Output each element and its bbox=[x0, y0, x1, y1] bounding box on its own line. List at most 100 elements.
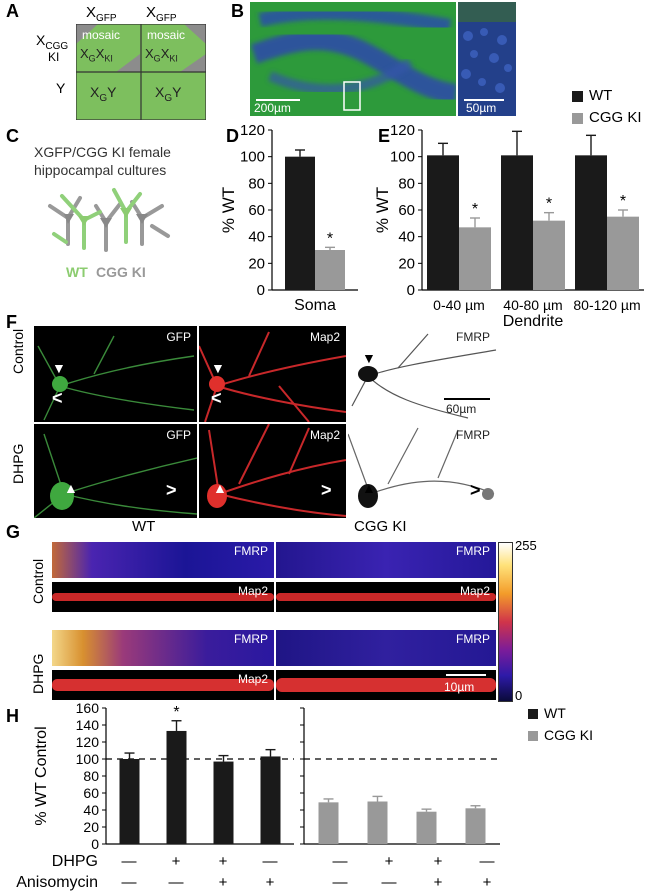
treatment-sign: + bbox=[266, 874, 275, 891]
scale-bar-200 bbox=[256, 99, 300, 101]
y-tick-label: 0 bbox=[257, 282, 265, 299]
bar bbox=[318, 802, 339, 844]
chevron-marker-icon: < bbox=[52, 388, 63, 408]
map2-dhpg-image bbox=[207, 424, 346, 517]
treatment-sign: — bbox=[333, 853, 348, 870]
neuron-drawing bbox=[48, 188, 170, 252]
culture-label-wt: WT bbox=[66, 264, 88, 280]
y-tick-label: 80 bbox=[248, 175, 265, 192]
label-fmrp: FMRP bbox=[456, 544, 490, 558]
scale-bar-60 bbox=[444, 398, 490, 400]
panel-label-b: B bbox=[231, 1, 244, 21]
chevron-marker-icon: > bbox=[166, 480, 177, 500]
y-tick-label: 0 bbox=[407, 282, 415, 299]
y-tick-label: 140 bbox=[76, 717, 100, 733]
panel-label-f: F bbox=[6, 312, 17, 332]
scale-bar-10 bbox=[446, 674, 486, 676]
col-header-1: XGFP bbox=[86, 4, 117, 24]
dendrite-chart: 0 20 40 60 80 100 120 % WT * * * 0-40 µm 40-80 µm 80-… bbox=[376, 122, 644, 330]
treatment-label: DHPG bbox=[52, 853, 98, 870]
scale-label-10: 10µm bbox=[444, 680, 475, 694]
row-label-control: Control bbox=[30, 558, 46, 604]
row-label-dhpg: DHPG bbox=[30, 653, 46, 694]
arrowhead-icon: ▼ bbox=[52, 360, 66, 376]
map2-dendrite bbox=[276, 678, 496, 692]
cell-xgy-1: XGY bbox=[90, 84, 117, 104]
legend-swatch-wt bbox=[572, 91, 583, 102]
bar bbox=[213, 761, 234, 844]
y-tick-label: 60 bbox=[83, 785, 99, 801]
x-tick-label: Soma bbox=[294, 297, 336, 314]
bar bbox=[427, 155, 459, 290]
micrograph-fmrp-dhpg: FMRP ▲ > bbox=[348, 424, 498, 518]
treatment-sign: + bbox=[385, 853, 394, 870]
culture-title-line2: hippocampal cultures bbox=[34, 162, 167, 178]
y-tick-label: 40 bbox=[83, 802, 99, 818]
label-fmrp: FMRP bbox=[456, 330, 490, 344]
map2-control-image bbox=[199, 331, 346, 422]
treatment-sign: — bbox=[122, 874, 137, 891]
y-tick-label: 60 bbox=[248, 202, 265, 219]
hippocampus-zoom: 50µm bbox=[458, 2, 516, 116]
map2-dendrite bbox=[276, 593, 496, 601]
treatment-sign: — bbox=[382, 874, 397, 891]
chevron-marker-icon: < bbox=[211, 388, 222, 408]
micrograph-map2-dhpg: Map2 ▲ > bbox=[199, 424, 346, 518]
chevron-marker-icon: > bbox=[470, 480, 481, 500]
x-tick-label: 80-120 µm bbox=[573, 297, 640, 313]
micrograph-fmrp-control: FMRP ▼ 60µm bbox=[348, 326, 498, 422]
hippocampus-image bbox=[250, 2, 456, 116]
ki-treatment-chart bbox=[300, 707, 500, 845]
panel-label-c: C bbox=[6, 126, 19, 146]
y-tick-label: 20 bbox=[248, 255, 265, 272]
bar bbox=[575, 155, 607, 290]
label-gfp: GFP bbox=[166, 330, 191, 344]
culture-title-line1: XGFP/CGG KI female bbox=[34, 144, 171, 160]
cell-mosaic-label-1: mosaic bbox=[82, 28, 121, 42]
row-header-ki: KI bbox=[48, 50, 60, 64]
treatment-table: DHPG — — + + + + — — Anisomycin — — — — + + + + bbox=[16, 853, 495, 891]
bar bbox=[465, 808, 486, 844]
significance-star: * bbox=[472, 201, 478, 218]
y-tick-label: 120 bbox=[390, 122, 415, 139]
scale-label-60: 60µm bbox=[446, 402, 477, 416]
panel-label-h: H bbox=[6, 706, 19, 726]
legend-label-ki: CGG KI bbox=[589, 109, 642, 126]
panel-label-g: G bbox=[6, 522, 21, 542]
bar bbox=[501, 155, 533, 290]
col-label-cgg: CGG KI bbox=[354, 518, 407, 535]
row-label-dhpg: DHPG bbox=[10, 443, 26, 484]
punnett-grid bbox=[76, 24, 206, 120]
bar bbox=[607, 216, 639, 290]
arrowhead-icon: ▲ bbox=[64, 480, 78, 496]
scale-label-50: 50µm bbox=[466, 101, 497, 115]
treatment-sign: + bbox=[434, 874, 443, 891]
y-tick-label: 100 bbox=[390, 149, 415, 166]
treatment-sign: — bbox=[480, 853, 495, 870]
fmrp-ki-dhpg: FMRP bbox=[276, 630, 496, 666]
map2-wt-control: Map2 bbox=[52, 582, 274, 612]
map2-dendrite bbox=[52, 679, 274, 691]
treatment-sign: + bbox=[483, 874, 492, 891]
row-header-y: Y bbox=[56, 80, 66, 96]
arrowhead-icon: ▼ bbox=[211, 360, 225, 376]
y-tick-label: 100 bbox=[76, 751, 100, 767]
fmrp-dhpg-image bbox=[348, 427, 495, 508]
map2-ki-dhpg: 10µm bbox=[276, 670, 496, 700]
micrograph-gfp-control: GFP ▼ < bbox=[34, 326, 197, 422]
significance-star: * bbox=[546, 196, 552, 213]
cell-mosaic-geno-2: XGXKI bbox=[145, 46, 178, 64]
label-fmrp: FMRP bbox=[234, 632, 268, 646]
legend-label-wt: WT bbox=[589, 87, 613, 104]
y-tick-label: 20 bbox=[398, 255, 415, 272]
bar bbox=[533, 220, 565, 290]
label-map2: Map2 bbox=[309, 428, 340, 442]
label-map2: Map2 bbox=[237, 672, 268, 686]
panel-label-a: A bbox=[6, 1, 19, 21]
col-label-wt: WT bbox=[132, 518, 156, 535]
gfp-control-image bbox=[37, 335, 195, 421]
legend-label-ki: CGG KI bbox=[544, 727, 594, 743]
arrowhead-icon: ▲ bbox=[213, 480, 227, 496]
y-tick-label: 120 bbox=[76, 734, 100, 750]
